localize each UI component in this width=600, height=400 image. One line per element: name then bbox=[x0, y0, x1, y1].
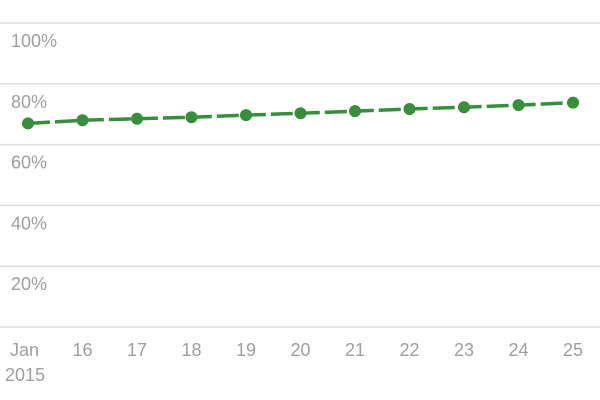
data-point[interactable] bbox=[349, 105, 361, 118]
data-point[interactable] bbox=[240, 109, 252, 122]
y-tick-label: 20% bbox=[11, 274, 47, 294]
x-tick-label: Jan bbox=[10, 340, 39, 360]
data-point[interactable] bbox=[512, 99, 525, 112]
x-tick-label: 23 bbox=[454, 340, 474, 360]
data-point[interactable] bbox=[131, 112, 143, 125]
data-point[interactable] bbox=[22, 117, 34, 130]
y-tick-label: 60% bbox=[11, 153, 47, 173]
y-tick-label: 40% bbox=[11, 213, 47, 233]
x-tick-year-label: 2015 bbox=[5, 365, 45, 385]
x-tick-label: 18 bbox=[182, 340, 202, 360]
x-axis-tick-labels: 2015 Jan 16 17 18 19 20 21 22 23 24 25 bbox=[5, 340, 583, 385]
x-tick-label: 17 bbox=[127, 340, 147, 360]
x-tick-label: 22 bbox=[400, 340, 420, 360]
data-point[interactable] bbox=[403, 103, 416, 116]
x-tick-label: 19 bbox=[236, 340, 256, 360]
data-point[interactable] bbox=[76, 114, 89, 127]
data-point[interactable] bbox=[567, 96, 579, 109]
x-tick-label: 20 bbox=[291, 340, 311, 360]
data-point[interactable] bbox=[458, 101, 470, 114]
gridlines bbox=[0, 22, 600, 328]
data-point[interactable] bbox=[185, 111, 198, 124]
x-tick-label: 24 bbox=[509, 340, 529, 360]
y-axis-tick-labels: 20% 40% 60% 80% 100% bbox=[11, 31, 57, 294]
data-point[interactable] bbox=[294, 107, 307, 120]
x-tick-label: 16 bbox=[73, 340, 93, 360]
series-layer bbox=[22, 96, 579, 130]
y-tick-label: 100% bbox=[11, 31, 57, 51]
x-tick-label: 21 bbox=[345, 340, 365, 360]
y-tick-label: 80% bbox=[11, 92, 47, 112]
x-tick-label: 25 bbox=[563, 340, 583, 360]
